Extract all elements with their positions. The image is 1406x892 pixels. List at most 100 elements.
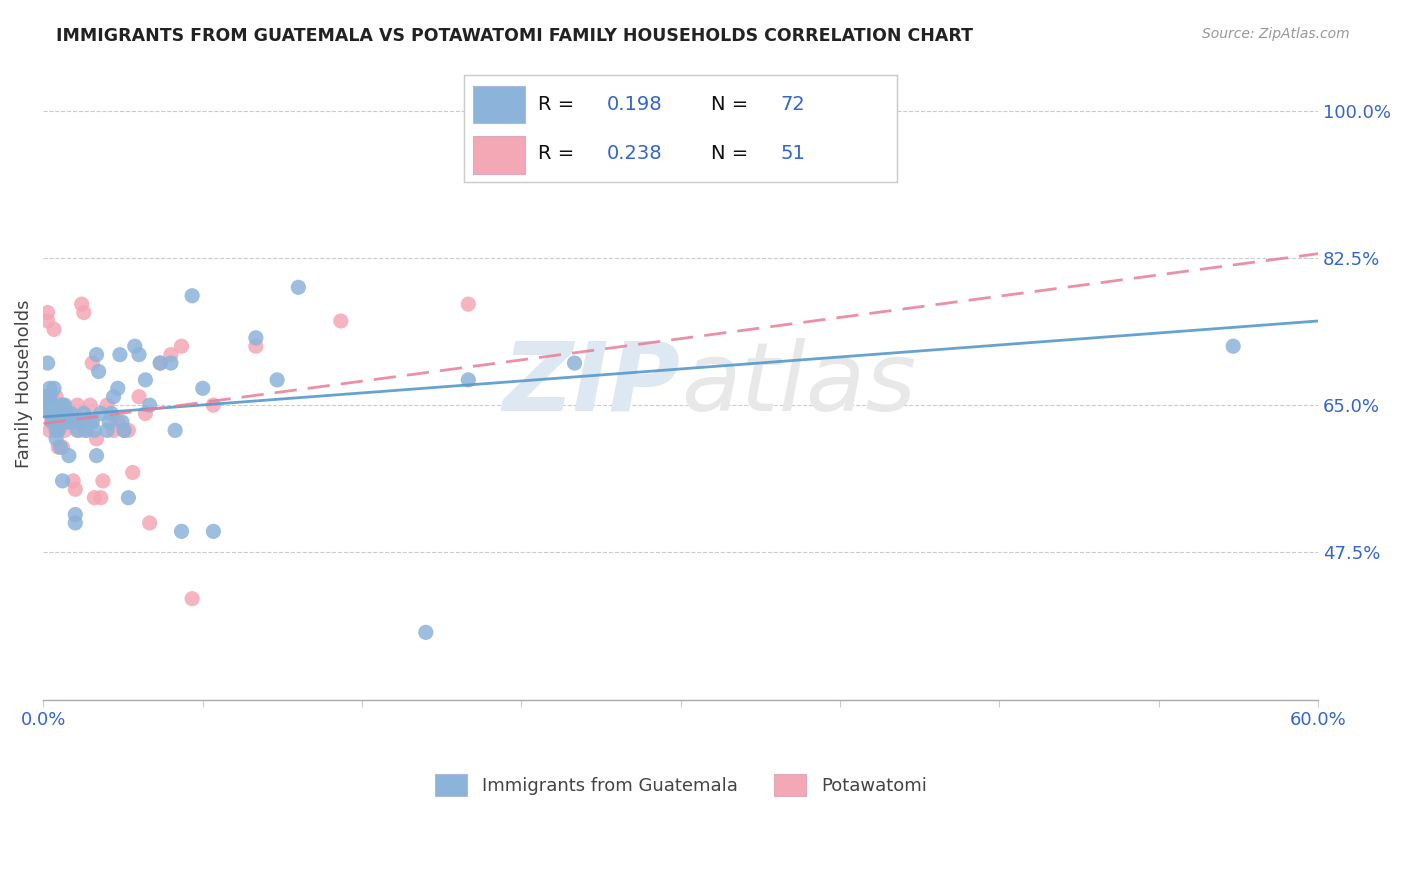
Point — [49, 398, 72, 412]
Point — [58, 415, 80, 429]
Point — [96, 423, 118, 437]
Point — [56, 407, 79, 421]
Point — [77, 415, 100, 429]
Point — [60, 407, 83, 421]
Point — [91, 474, 114, 488]
Point — [58, 449, 80, 463]
Point — [160, 348, 183, 362]
Point — [58, 415, 80, 429]
Text: ZIP: ZIP — [503, 337, 681, 431]
Point — [103, 423, 125, 437]
Point — [51, 474, 73, 488]
Point — [82, 415, 104, 429]
Point — [98, 415, 121, 429]
Point — [51, 398, 73, 412]
Point — [112, 423, 135, 437]
Point — [51, 440, 73, 454]
Point — [457, 373, 479, 387]
Point — [45, 390, 67, 404]
Point — [49, 440, 72, 454]
Point — [128, 348, 150, 362]
Point — [41, 415, 63, 429]
Point — [46, 423, 69, 437]
Point — [90, 491, 112, 505]
Point — [79, 398, 101, 412]
Point — [65, 415, 87, 429]
Point — [53, 415, 76, 429]
Point — [38, 398, 60, 412]
Point — [69, 415, 91, 429]
Point — [181, 289, 204, 303]
Point — [65, 516, 87, 530]
Point — [90, 407, 112, 421]
Point — [202, 398, 225, 412]
Point — [53, 423, 76, 437]
Legend: Immigrants from Guatemala, Potawatomi: Immigrants from Guatemala, Potawatomi — [420, 759, 941, 810]
Point — [34, 390, 56, 404]
Point — [149, 356, 172, 370]
Point — [53, 398, 76, 412]
Point — [56, 407, 79, 421]
Point — [83, 423, 105, 437]
Point — [111, 415, 134, 429]
Point — [75, 423, 97, 437]
Point — [38, 390, 60, 404]
Point — [38, 407, 60, 421]
Point — [42, 415, 65, 429]
Point — [42, 322, 65, 336]
Point — [86, 449, 108, 463]
Point — [245, 339, 267, 353]
Point — [49, 407, 72, 421]
Point — [1222, 339, 1244, 353]
Point — [266, 373, 288, 387]
Point — [117, 491, 139, 505]
Point — [46, 423, 69, 437]
Point — [134, 373, 156, 387]
Point — [45, 432, 67, 446]
Point — [457, 297, 479, 311]
Point — [107, 381, 129, 395]
Point — [62, 474, 84, 488]
Point — [124, 339, 146, 353]
Point — [138, 398, 160, 412]
Point — [42, 381, 65, 395]
Text: IMMIGRANTS FROM GUATEMALA VS POTAWATOMI FAMILY HOUSEHOLDS CORRELATION CHART: IMMIGRANTS FROM GUATEMALA VS POTAWATOMI … — [56, 27, 973, 45]
Point — [65, 483, 87, 497]
Point — [38, 381, 60, 395]
Point — [245, 331, 267, 345]
Point — [45, 423, 67, 437]
Point — [70, 297, 93, 311]
Point — [41, 390, 63, 404]
Point — [46, 440, 69, 454]
Point — [56, 415, 79, 429]
Point — [73, 407, 96, 421]
Point — [138, 516, 160, 530]
Point — [62, 415, 84, 429]
Point — [100, 407, 122, 421]
Point — [181, 591, 204, 606]
Point — [69, 423, 91, 437]
Point — [112, 423, 135, 437]
Point — [160, 356, 183, 370]
Point — [60, 415, 83, 429]
Point — [41, 407, 63, 421]
Point — [103, 390, 125, 404]
Point — [46, 415, 69, 429]
Point — [45, 415, 67, 429]
Point — [37, 314, 59, 328]
Point — [128, 390, 150, 404]
Point — [83, 491, 105, 505]
Point — [41, 415, 63, 429]
Text: Source: ZipAtlas.com: Source: ZipAtlas.com — [1202, 27, 1350, 41]
Point — [96, 398, 118, 412]
Point — [134, 407, 156, 421]
Point — [65, 508, 87, 522]
Point — [41, 398, 63, 412]
Point — [86, 348, 108, 362]
Point — [108, 348, 131, 362]
Point — [37, 305, 59, 319]
Point — [107, 415, 129, 429]
Point — [37, 390, 59, 404]
Point — [42, 398, 65, 412]
Point — [37, 356, 59, 370]
